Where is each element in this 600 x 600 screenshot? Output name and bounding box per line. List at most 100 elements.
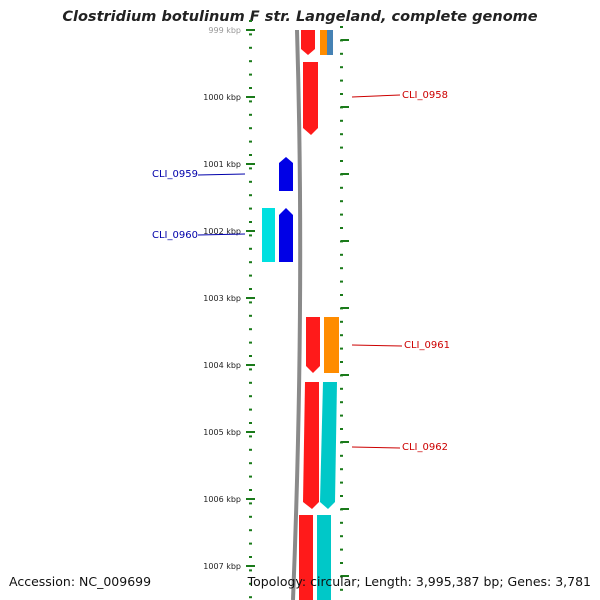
- ruler-minor-tick: [249, 341, 252, 344]
- ruler-minor-tick: [249, 154, 252, 156]
- ruler-minor-tick: [340, 253, 343, 256]
- ruler-tick-label: 1002 kbp: [203, 227, 241, 236]
- ruler-tick-label: 1005 kbp: [203, 428, 241, 437]
- gene-label[interactable]: CLI_0961: [404, 340, 450, 351]
- gene-feature: [262, 208, 275, 262]
- ruler-minor-tick: [340, 213, 343, 216]
- ruler-minor-tick: [249, 140, 252, 143]
- ruler-minor-tick: [249, 395, 252, 398]
- ruler-minor-tick: [249, 127, 252, 130]
- ruler-minor-tick: [340, 387, 343, 390]
- ruler-minor-tick: [249, 448, 252, 451]
- ruler-major-tick: [341, 575, 349, 577]
- ruler-major-tick: [246, 498, 255, 500]
- gene-label[interactable]: CLI_0960: [152, 230, 198, 241]
- ruler-minor-tick: [249, 462, 252, 465]
- ruler-minor-tick: [340, 79, 343, 82]
- ruler-minor-tick: [340, 93, 343, 95]
- ruler-minor-tick: [249, 515, 252, 518]
- ruler-major-tick: [341, 173, 349, 175]
- ruler-minor-tick: [340, 562, 343, 564]
- ruler-minor-tick: [340, 26, 343, 28]
- ruler-minor-tick: [249, 502, 252, 505]
- ruler-minor-tick: [249, 288, 252, 290]
- ruler-minor-tick: [249, 596, 252, 599]
- ruler-minor-tick: [249, 489, 252, 491]
- gene-feature: [317, 515, 331, 600]
- ruler-minor-tick: [340, 294, 343, 296]
- ruler-minor-tick: [340, 267, 343, 270]
- ruler-minor-tick: [249, 556, 252, 558]
- ruler-minor-tick: [340, 52, 343, 55]
- ruler-minor-tick: [249, 20, 252, 22]
- ruler-major-tick: [246, 29, 255, 31]
- ruler-minor-tick: [340, 468, 343, 471]
- ruler-minor-tick: [249, 475, 252, 478]
- ruler-minor-tick: [249, 87, 252, 89]
- ruler-tick-label: 999 kbp: [208, 26, 241, 35]
- ruler-minor-tick: [340, 414, 343, 417]
- ruler-minor-tick: [249, 180, 252, 183]
- ruler-tick-label: 1000 kbp: [203, 93, 241, 102]
- ruler-minor-tick: [249, 368, 252, 371]
- ruler-major-tick: [246, 230, 255, 232]
- genome-summary-text: Topology: circular; Length: 3,995,387 bp…: [247, 574, 591, 589]
- ruler-tick-label: 1001 kbp: [203, 160, 241, 169]
- ruler-minor-tick: [249, 381, 252, 384]
- ruler-major-tick: [341, 39, 349, 41]
- ruler-minor-tick: [340, 334, 343, 337]
- ruler-minor-tick: [340, 227, 343, 229]
- ruler-minor-tick: [249, 60, 252, 63]
- ruler-minor-tick: [340, 200, 343, 203]
- ruler-minor-tick: [340, 146, 343, 149]
- ruler-minor-tick: [249, 100, 252, 103]
- cds-feature: [306, 317, 320, 373]
- ruler-left: 999 kbp 1000 kbp 1001 kbp 1002 kbp 1003 kbp 1…: [203, 20, 255, 599]
- cds-feature: [303, 62, 318, 135]
- ruler-minor-tick: [249, 542, 252, 545]
- cds-feature: [299, 515, 313, 600]
- ruler-tick-label: 1006 kbp: [203, 495, 241, 504]
- ruler-major-tick: [246, 297, 255, 299]
- ruler-minor-tick: [249, 33, 252, 36]
- ruler-minor-tick: [340, 588, 343, 591]
- gene-label[interactable]: CLI_0962: [402, 442, 448, 453]
- gene-feature: [320, 382, 337, 509]
- ruler-minor-tick: [340, 428, 343, 430]
- ruler-major-tick: [246, 364, 255, 366]
- ruler-minor-tick: [340, 401, 343, 404]
- gene-labels: CLI_0958 CLI_0959 CLI_0960 CLI_0961 CLI_…: [152, 90, 450, 453]
- ruler-minor-tick: [340, 66, 343, 69]
- ruler-minor-tick: [340, 454, 343, 457]
- ruler-major-tick: [246, 431, 255, 433]
- ruler-minor-tick: [340, 160, 343, 162]
- ruler-minor-tick: [249, 234, 252, 237]
- gene-label[interactable]: CLI_0959: [152, 169, 198, 180]
- ruler-minor-tick: [249, 261, 252, 264]
- cds-feature: [279, 157, 293, 191]
- ruler-minor-tick: [249, 569, 252, 572]
- gene-feature: [327, 30, 333, 55]
- ruler-minor-tick: [340, 186, 343, 189]
- ruler-minor-tick: [249, 46, 252, 49]
- cds-feature: [324, 317, 339, 373]
- gene-label[interactable]: CLI_0958: [402, 90, 448, 101]
- cds-feature: [301, 30, 315, 55]
- ruler-minor-tick: [340, 521, 343, 524]
- ruler-major-tick: [341, 106, 349, 108]
- ruler-minor-tick: [249, 422, 252, 424]
- ruler-minor-tick: [340, 347, 343, 350]
- ruler-minor-tick: [340, 133, 343, 136]
- ruler-major-tick: [341, 307, 349, 309]
- ruler-minor-tick: [249, 408, 252, 411]
- ruler-minor-tick: [249, 194, 252, 197]
- ruler-minor-tick: [249, 73, 252, 76]
- label-leaders: [197, 94, 403, 449]
- ruler-minor-tick: [249, 247, 252, 250]
- ruler-minor-tick: [249, 301, 252, 304]
- ruler-major-tick: [341, 240, 349, 242]
- ruler-minor-tick: [249, 274, 252, 277]
- ruler-major-tick: [246, 565, 255, 567]
- ruler-minor-tick: [340, 280, 343, 283]
- ruler-tick-label: 1003 kbp: [203, 294, 241, 303]
